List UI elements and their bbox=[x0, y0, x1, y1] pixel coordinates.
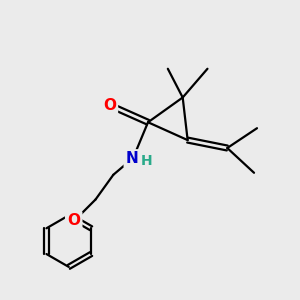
Text: O: O bbox=[67, 213, 80, 228]
Text: H: H bbox=[141, 154, 153, 168]
Text: N: N bbox=[126, 152, 139, 166]
Text: O: O bbox=[103, 98, 116, 113]
